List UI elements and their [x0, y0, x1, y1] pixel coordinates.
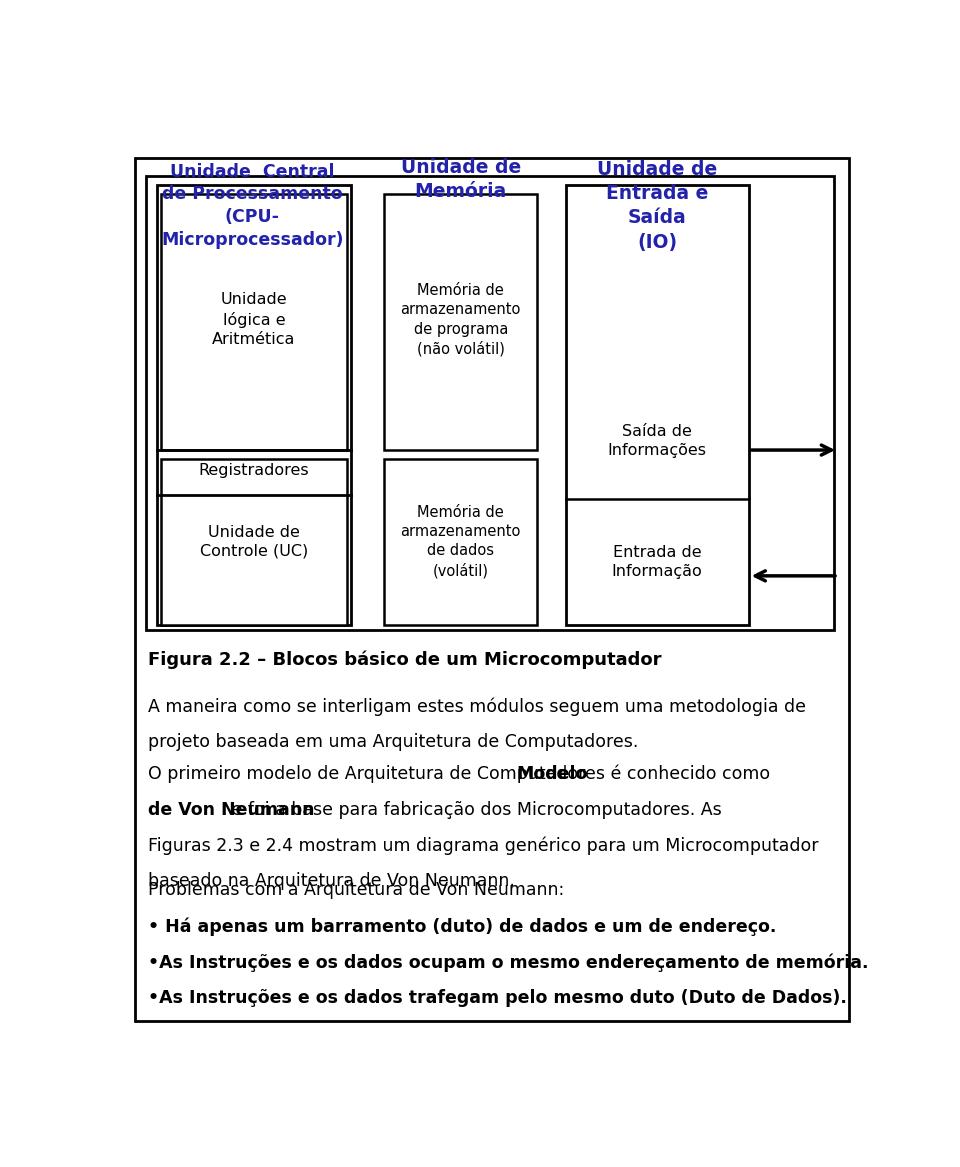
Text: Unidade
lógica e
Aritmética: Unidade lógica e Aritmética [212, 293, 296, 347]
Text: Unidade  Central
de Processamento
(CPU-
Microprocessador): Unidade Central de Processamento (CPU- M… [161, 162, 344, 250]
Text: Registradores: Registradores [199, 463, 309, 478]
Bar [161, 459, 347, 626]
Text: de Von Neumann: de Von Neumann [148, 801, 315, 818]
Text: Problemas com a Arquitetura de Von Neumann:: Problemas com a Arquitetura de Von Neuma… [148, 881, 564, 900]
Text: Figuras 2.3 e 2.4 mostram um diagrama genérico para um Microcomputador: Figuras 2.3 e 2.4 mostram um diagrama ge… [148, 837, 819, 855]
Bar [157, 184, 350, 626]
Text: Unidade de
Entrada e
Saída
(IO): Unidade de Entrada e Saída (IO) [597, 160, 717, 252]
Text: Saída de
Informações: Saída de Informações [608, 424, 707, 459]
Text: Unidade de
Controle (UC): Unidade de Controle (UC) [200, 525, 308, 559]
Text: O primeiro modelo de Arquitetura de Computadores é conhecido como: O primeiro modelo de Arquitetura de Comp… [148, 764, 776, 783]
Text: A maneira como se interligam estes módulos seguem uma metodologia de: A maneira como se interligam estes módul… [148, 697, 806, 715]
Text: Modelo: Modelo [516, 764, 588, 783]
Text: Memória de
armazenamento
de dados
(volátil): Memória de armazenamento de dados (volát… [400, 505, 521, 579]
Bar [146, 176, 834, 630]
Text: Memória de
armazenamento
de programa
(não volátil): Memória de armazenamento de programa (nã… [400, 284, 521, 356]
Text: •As Instruções e os dados trafegam pelo mesmo duto (Duto de Dados).: •As Instruções e os dados trafegam pelo … [148, 990, 847, 1007]
Bar [161, 194, 347, 450]
Text: projeto baseada em uma Arquitetura de Computadores.: projeto baseada em uma Arquitetura de Co… [148, 733, 638, 752]
Text: e foi a base para fabricação dos Microcomputadores. As: e foi a base para fabricação dos Microco… [227, 801, 722, 818]
Text: baseado na Arquitetura de Von Neumann.: baseado na Arquitetura de Von Neumann. [148, 873, 516, 890]
Bar [384, 194, 537, 450]
Bar [566, 184, 749, 626]
Text: Unidade de
Memória: Unidade de Memória [400, 158, 521, 201]
Text: Figura 2.2 – Blocos básico de um Microcomputador: Figura 2.2 – Blocos básico de um Microco… [148, 650, 661, 669]
Text: •As Instruções e os dados ocupam o mesmo endereçamento de memória.: •As Instruções e os dados ocupam o mesmo… [148, 953, 869, 972]
Text: • Há apenas um barramento (duto) de dados e um de endereço.: • Há apenas um barramento (duto) de dado… [148, 917, 777, 936]
Text: Entrada de
Informação: Entrada de Informação [612, 545, 703, 580]
Bar [384, 459, 537, 626]
